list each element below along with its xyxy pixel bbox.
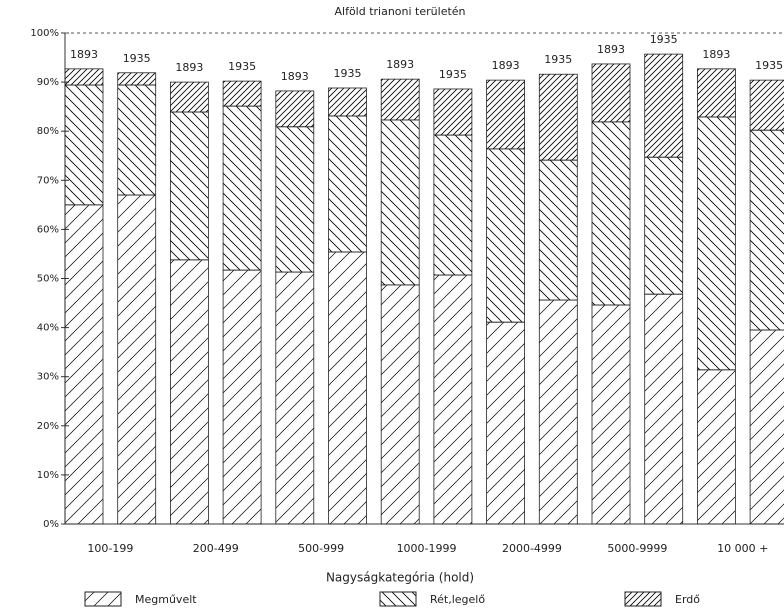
y-tick-label: 30% — [37, 372, 59, 383]
bar-segment — [380, 119, 420, 286]
bar-segment — [117, 194, 157, 525]
bar-year-label: 1935 — [228, 60, 256, 73]
y-tick-label: 100% — [30, 28, 59, 39]
legend-swatch — [624, 591, 662, 607]
bar-segment — [222, 80, 262, 107]
bar-segment — [749, 329, 784, 525]
group-label: 1000-1999 — [397, 542, 457, 555]
y-tick-label: 0% — [43, 519, 59, 530]
bar-year-label: 1935 — [544, 53, 572, 66]
bar-year-label: 1893 — [175, 61, 203, 74]
bar-segment — [169, 111, 209, 261]
bar-segment — [380, 78, 420, 121]
bar-segment — [64, 84, 104, 206]
bar-segment — [644, 53, 684, 158]
bar-year-label: 1935 — [123, 52, 151, 65]
bar-segment — [591, 304, 631, 525]
bar-segment — [433, 134, 473, 276]
bar-year-label: 1893 — [492, 59, 520, 72]
bar-segment — [117, 84, 157, 196]
bar-segment — [591, 121, 631, 306]
bar-segment — [538, 159, 578, 301]
bar-year-label: 1935 — [650, 33, 678, 46]
bar-segment — [538, 73, 578, 161]
y-tick-label: 60% — [37, 224, 59, 235]
group-label: 100-199 — [87, 542, 133, 555]
legend-swatch — [84, 591, 122, 607]
y-tick-label: 10% — [37, 470, 59, 481]
bar-segment — [644, 293, 684, 525]
y-tick-label: 50% — [37, 274, 59, 285]
legend-label: Rét,legelő — [430, 593, 485, 606]
bar-segment — [222, 269, 262, 525]
bar-segment — [64, 68, 104, 86]
group-label: 10 000 + — [717, 542, 768, 555]
legend-label: Megművelt — [135, 593, 197, 606]
bar-segment — [486, 321, 526, 525]
bar-segment — [538, 299, 578, 525]
bar-segment — [697, 369, 736, 525]
bar-segment — [328, 251, 367, 525]
bar-segment — [275, 271, 315, 525]
bar-segment — [749, 129, 784, 331]
bar-segment — [169, 81, 209, 113]
group-label: 500-999 — [298, 542, 344, 555]
bar-segment — [380, 284, 420, 525]
bar-segment — [117, 72, 157, 86]
bar-year-label: 1893 — [702, 48, 730, 61]
bar-year-label: 1893 — [386, 58, 414, 71]
bar-year-label: 1935 — [755, 59, 783, 72]
bar-segment — [697, 68, 736, 118]
bar-segment — [486, 79, 526, 150]
bar-segment — [749, 79, 784, 131]
bar-year-label: 1893 — [597, 43, 625, 56]
group-label: 2000-4999 — [502, 542, 562, 555]
group-label: 5000-9999 — [607, 542, 667, 555]
bar-segment — [486, 148, 526, 323]
bar-segment — [328, 115, 367, 253]
bar-year-label: 1893 — [281, 70, 309, 83]
legend-swatch — [379, 591, 417, 607]
group-label: 200-499 — [193, 542, 239, 555]
bar-segment — [433, 88, 473, 136]
y-tick-label: 80% — [37, 126, 59, 137]
bar-segment — [275, 90, 315, 128]
y-tick-label: 90% — [37, 77, 59, 88]
bar-year-label: 1935 — [439, 68, 467, 81]
bar-segment — [591, 63, 631, 123]
y-tick-label: 40% — [37, 323, 59, 334]
y-tick-label: 20% — [37, 421, 59, 432]
x-axis-label: Nagyságkategória (hold) — [326, 571, 474, 585]
bar-segment — [328, 87, 367, 117]
bar-segment — [169, 259, 209, 525]
bar-segment — [64, 204, 104, 525]
bar-segment — [222, 105, 262, 271]
bar-segment — [644, 156, 684, 295]
bar-segment — [697, 116, 736, 371]
chart-title: Alföld trianoni területén — [334, 5, 465, 18]
bar-segment — [433, 274, 473, 525]
y-tick-label: 70% — [37, 175, 59, 186]
bar-segment — [275, 126, 315, 273]
bar-year-label: 1893 — [70, 48, 98, 61]
legend-label: Erdő — [675, 593, 700, 606]
bar-year-label: 1935 — [334, 67, 362, 80]
